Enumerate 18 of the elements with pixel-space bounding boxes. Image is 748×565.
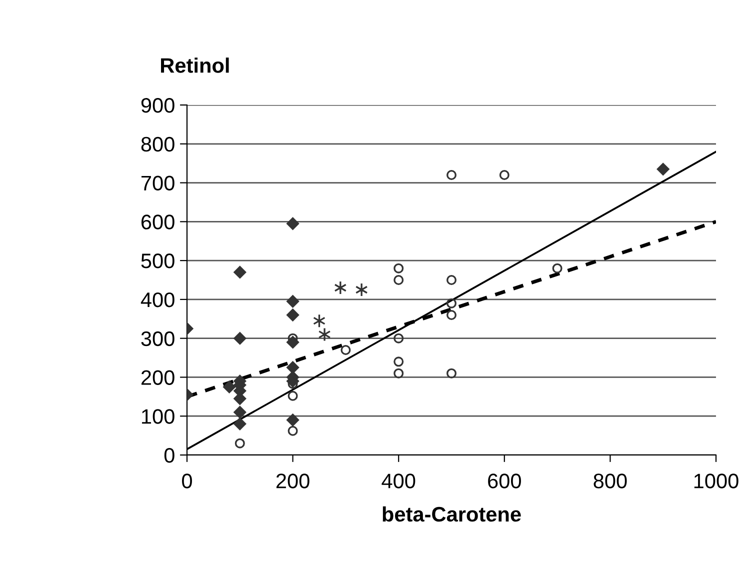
y-tick-label: 300 bbox=[141, 331, 174, 346]
y-axis-title: Retinol bbox=[161, 58, 229, 73]
y-tick-label: 900 bbox=[141, 98, 174, 113]
y-tick-label: 100 bbox=[142, 409, 174, 424]
x-axis-title: beta-Carotene bbox=[382, 506, 521, 522]
y-tick-label: 700 bbox=[142, 176, 174, 191]
y-tick-label: 400 bbox=[140, 292, 174, 308]
x-tick-label: 800 bbox=[594, 474, 627, 488]
y-tick-label: 500 bbox=[141, 254, 174, 268]
y-tick-label: 800 bbox=[141, 136, 174, 152]
y-tick-label: 200 bbox=[141, 370, 174, 385]
x-tick-label: 200 bbox=[276, 474, 310, 488]
x-tick-label: 0 bbox=[182, 474, 192, 488]
y-tick-label: 600 bbox=[141, 214, 174, 230]
x-tick-label: 400 bbox=[382, 474, 416, 488]
x-tick-label: 600 bbox=[488, 474, 521, 488]
x-tick-label: 1000 bbox=[694, 474, 738, 488]
y-tick-label: 0 bbox=[164, 448, 174, 463]
